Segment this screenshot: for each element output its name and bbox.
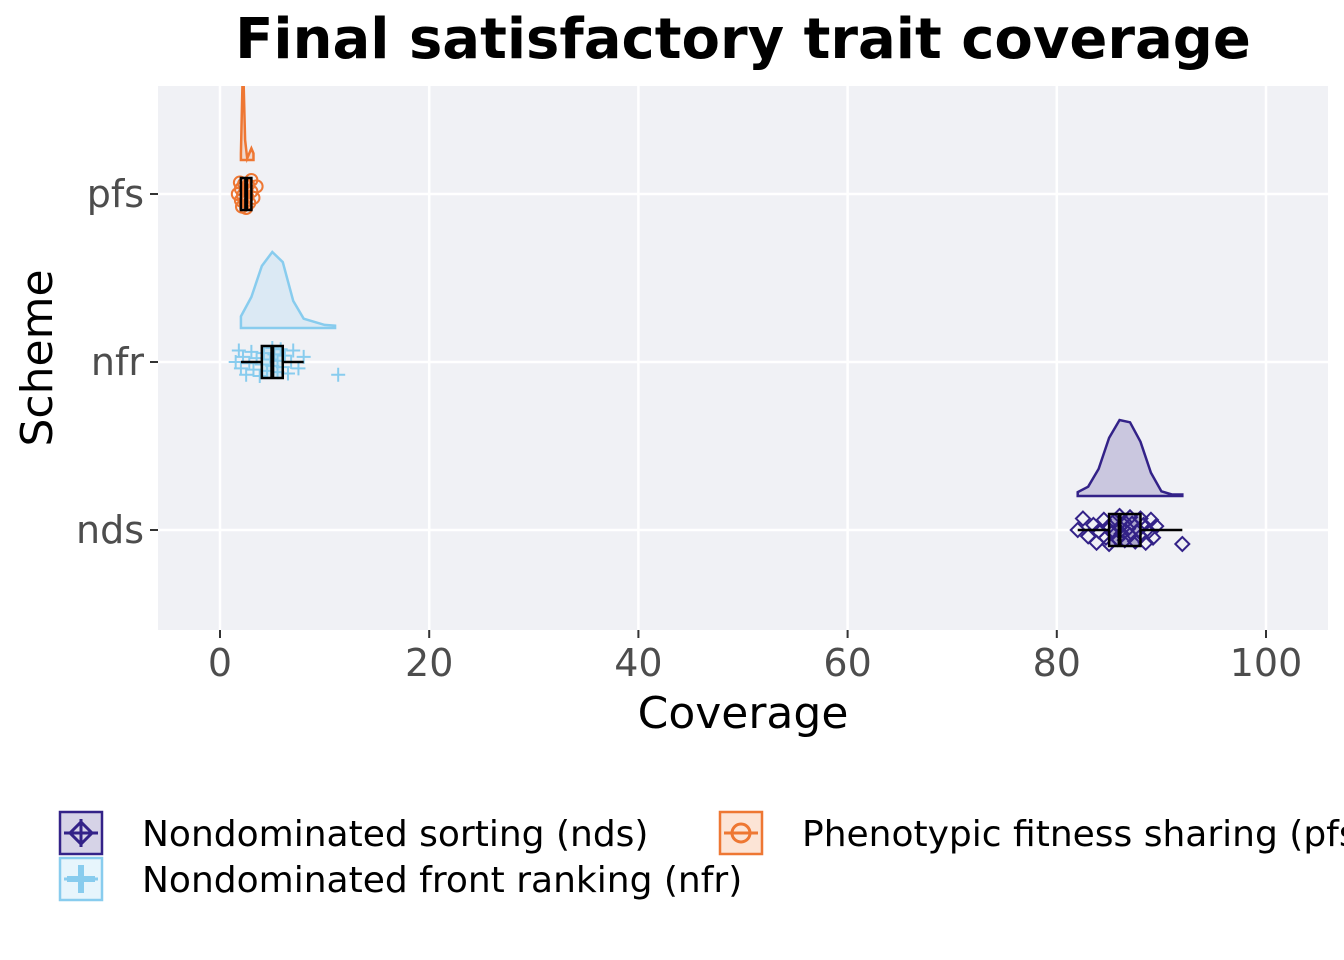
data-point [1119,520,1137,538]
x-axis-title: Coverage [638,688,849,739]
data-point [277,348,292,363]
legend-label: Nondominated front ranking (nfr) [142,860,742,901]
x-tick-label: 0 [208,641,232,685]
data-point [256,346,271,361]
x-tick-label: 60 [823,641,871,685]
data-point [1173,535,1191,553]
y-tick-label: nds [76,508,144,552]
legend: Nondominated sorting (nds) Phenotypic fit… [58,810,1344,902]
data-point [1074,510,1092,527]
data-point [252,369,267,383]
x-tick-label: 80 [1033,641,1081,685]
y-tick-label: pfs [87,172,144,216]
box-nds [1107,512,1142,548]
legend-label: Phenotypic fitness sharing (pfs) [802,814,1344,855]
density-nfr [239,250,337,330]
data-point [1069,521,1087,539]
data-point [1097,529,1115,547]
series-pfs [230,86,264,215]
data-point [239,367,254,382]
x-tick-label: 100 [1230,641,1303,685]
density-pfs [239,86,255,164]
plus-icon [67,865,95,893]
data-point [331,367,346,382]
legend-item-pfs: Phenotypic fitness sharing (pfs) [718,810,1344,856]
data-point [246,362,261,377]
data-point [1144,529,1162,547]
data-point [1147,517,1165,535]
chart-title: Final satisfactory trait coverage [235,7,1251,72]
legend-label: Nondominated sorting (nds) [142,814,648,855]
data-point [1129,521,1147,539]
plot-panel [158,86,1328,630]
data-point [291,361,306,376]
circle-icon [730,822,752,844]
data-marks [228,86,1191,553]
y-tick-label: nfr [91,340,144,384]
data-point [286,343,301,358]
y-axis-title: Scheme [12,269,63,446]
density-nds [1076,418,1184,498]
series-nds [1069,418,1191,553]
legend-item-nfr: Nondominated front ranking (nfr) [58,856,742,902]
data-point [1079,527,1097,545]
x-tick-label: 20 [405,641,453,685]
x-tick-label: 40 [614,641,662,685]
axes: 0 20 40 60 80 100 pfs nfr nds [76,172,1302,685]
legend-item-nds: Nondominated sorting (nds) [58,810,648,856]
series-nfr [228,250,346,383]
